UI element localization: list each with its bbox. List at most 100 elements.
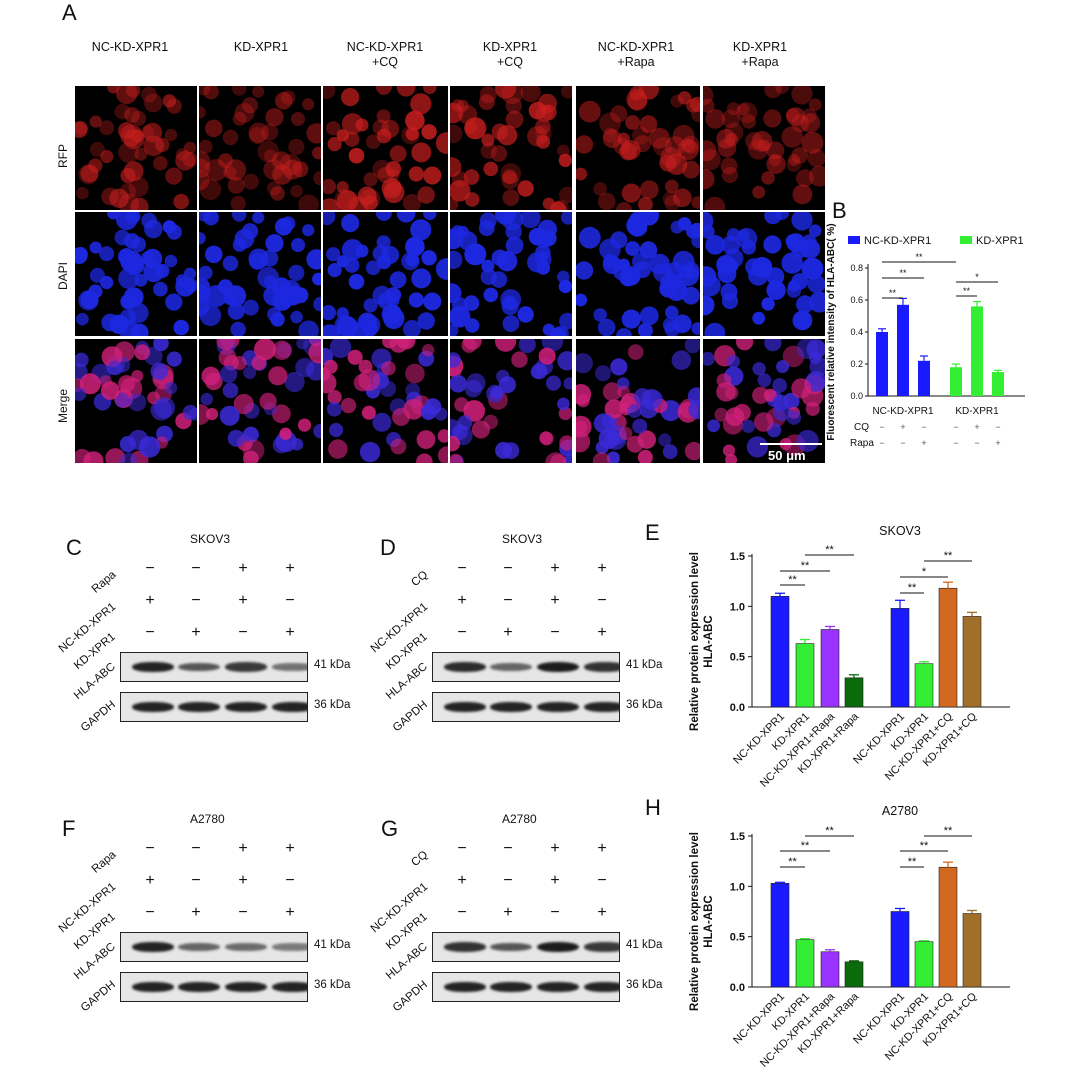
- scale-bar-label: 50 μm: [768, 448, 806, 463]
- sign-mark: +: [597, 904, 607, 921]
- protein-label-gapdh: GAPDH: [390, 978, 430, 1015]
- sign-mark: −: [503, 592, 513, 609]
- bar: [992, 372, 1004, 396]
- sign-mark: −: [457, 904, 467, 921]
- chart-b: NC-KD-XPR1 KD-XPR1 0.0 0.2 0.4 0.6 0.8 Fluoresc…: [826, 223, 1025, 449]
- blot-band: [132, 661, 174, 673]
- panel-letter-g: G: [381, 816, 399, 841]
- significance-label: **: [889, 288, 897, 298]
- panel-letter-e: E: [645, 520, 660, 545]
- sign-mark: +: [145, 592, 155, 609]
- significance-label: **: [825, 544, 834, 556]
- sign-mark: +: [191, 904, 201, 921]
- group-label: KD-XPR1: [955, 406, 999, 417]
- blot-title: A2780: [190, 812, 225, 826]
- sign-mark: +: [550, 592, 560, 609]
- condition-sign: −: [921, 422, 926, 432]
- sign-mark: +: [550, 872, 560, 889]
- bar: [844, 961, 864, 988]
- sign-mark: −: [457, 840, 467, 857]
- micrograph-merge-3: [323, 339, 448, 463]
- sign-mark: +: [457, 592, 467, 609]
- scale-bar: [760, 443, 822, 445]
- blot-hla-abc: [432, 932, 620, 962]
- condition-sign: −: [900, 438, 905, 448]
- blot-gapdh: [120, 972, 308, 1002]
- sign-mark: +: [503, 904, 513, 921]
- sign-mark: −: [238, 624, 248, 641]
- blot-title: A2780: [502, 812, 537, 826]
- blot-gapdh: [432, 692, 620, 722]
- row-label-merge: Merge: [56, 388, 70, 423]
- blot-hla-abc: [120, 932, 308, 962]
- condition-sign: +: [974, 422, 979, 432]
- bar: [820, 951, 840, 988]
- protein-label-gapdh: GAPDH: [390, 698, 430, 735]
- sign-mark: +: [145, 872, 155, 889]
- significance-label: **: [908, 856, 917, 868]
- sign-mark: −: [145, 560, 155, 577]
- y-tick-label: 0.6: [850, 295, 863, 305]
- blot-band: [537, 981, 579, 993]
- blot-band: [584, 981, 619, 993]
- blot-band: [178, 701, 220, 713]
- sign-mark: +: [238, 592, 248, 609]
- kda-label: 41 kDa: [314, 939, 351, 951]
- condition-sign: +: [900, 422, 905, 432]
- y-tick-label: 0.0: [730, 702, 745, 714]
- condition-sign: −: [995, 422, 1000, 432]
- sign-mark: +: [285, 840, 295, 857]
- sign-mark: +: [597, 560, 607, 577]
- sign-mark: +: [285, 560, 295, 577]
- micrograph-merge-1: [75, 339, 197, 463]
- bar: [938, 587, 958, 708]
- bar: [914, 941, 934, 988]
- sign-mark: −: [191, 872, 201, 889]
- blot-title: SKOV3: [190, 532, 231, 546]
- micrograph-dapi-3: [323, 212, 448, 336]
- condition-label: Rapa: [850, 438, 874, 449]
- blot-band: [272, 663, 307, 671]
- blot-band: [225, 943, 267, 951]
- significance-label: *: [975, 272, 979, 282]
- sign-mark: −: [238, 904, 248, 921]
- blot-band: [132, 941, 174, 953]
- sign-mark: −: [285, 592, 295, 609]
- sign-mark: −: [191, 560, 201, 577]
- blot-band: [225, 701, 267, 713]
- protein-label-gapdh: GAPDH: [78, 698, 118, 735]
- significance-label: **: [801, 560, 810, 572]
- blot-title: SKOV3: [502, 532, 543, 546]
- bar: [962, 616, 982, 708]
- blot-hla-abc: [120, 652, 308, 682]
- bar: [914, 663, 934, 708]
- sign-mark: +: [238, 560, 248, 577]
- legend-swatch: [848, 236, 860, 244]
- blot-band: [444, 661, 486, 673]
- y-tick-label: 1.5: [730, 831, 745, 843]
- condition-sign: −: [879, 438, 884, 448]
- y-tick-label: 0.5: [730, 932, 745, 944]
- row-label-rapa: Rapa: [89, 568, 118, 596]
- condition-label: CQ: [854, 422, 869, 433]
- legend-swatch: [960, 236, 972, 244]
- group-label: NC-KD-XPR1: [872, 406, 934, 417]
- row-label-rapa: Rapa: [89, 848, 118, 876]
- blot-band: [490, 701, 532, 713]
- kda-label: 36 kDa: [314, 699, 351, 711]
- significance-label: **: [963, 286, 971, 296]
- sign-mark: −: [550, 904, 560, 921]
- sign-mark: +: [285, 904, 295, 921]
- micrograph-merge-5: [576, 339, 700, 463]
- micrograph-merge-4: [450, 339, 572, 463]
- y-axis-label: Fluorescent relative intensity of HLA-AB…: [826, 223, 837, 440]
- panel-letter-a: A: [62, 0, 77, 25]
- micrograph-merge-2: [199, 339, 321, 463]
- sign-mark: +: [550, 560, 560, 577]
- bar: [971, 306, 983, 396]
- condition-sign: −: [953, 438, 958, 448]
- blot-band: [490, 981, 532, 993]
- legend-label: NC-KD-XPR1: [864, 235, 931, 247]
- condition-sign: +: [921, 438, 926, 448]
- column-header-6: KD-XPR1 +Rapa: [732, 40, 788, 69]
